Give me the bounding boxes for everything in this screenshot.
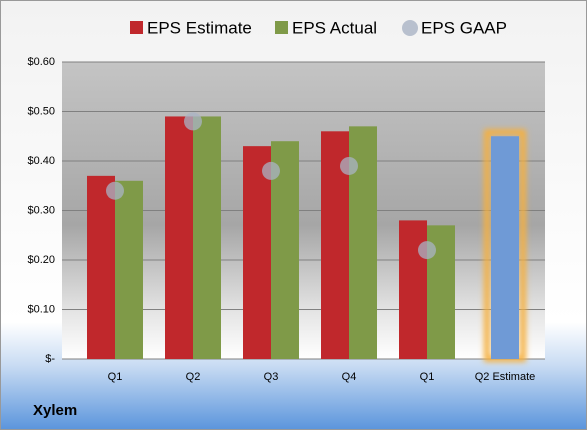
x-tick-label: Q2 Estimate — [475, 371, 536, 383]
x-tick-label: Q1 — [420, 371, 435, 383]
x-tick-label: Q4 — [342, 371, 357, 383]
legend-label: EPS GAAP — [421, 18, 507, 37]
bar — [243, 146, 271, 359]
y-tick-label: $- — [45, 353, 55, 365]
legend-label: EPS Estimate — [147, 18, 252, 37]
legend-marker — [130, 21, 143, 34]
x-tick-label: Q3 — [264, 371, 279, 383]
marker — [418, 241, 436, 260]
bar — [399, 220, 427, 359]
y-tick-label: $0.30 — [27, 204, 55, 216]
bar — [115, 180, 143, 359]
marker — [340, 156, 358, 175]
marker — [106, 181, 124, 200]
bar — [87, 175, 115, 359]
marker — [184, 112, 202, 131]
bar — [491, 136, 519, 359]
x-tick-label: Q1 — [108, 371, 123, 383]
y-tick-label: $0.20 — [27, 254, 55, 266]
x-tick-label: Q2 — [186, 371, 201, 383]
footer: Xylem — [33, 402, 77, 419]
y-tick-label: $0.60 — [27, 56, 55, 68]
y-tick-label: $0.10 — [27, 303, 55, 315]
y-tick-label: $0.50 — [27, 105, 55, 117]
bar — [193, 116, 221, 359]
y-tick-label: $0.40 — [27, 155, 55, 167]
bar — [165, 116, 193, 359]
legend-label: EPS Actual — [292, 18, 377, 37]
legend-marker — [275, 21, 288, 34]
marker — [262, 161, 280, 180]
legend-marker — [402, 20, 418, 36]
